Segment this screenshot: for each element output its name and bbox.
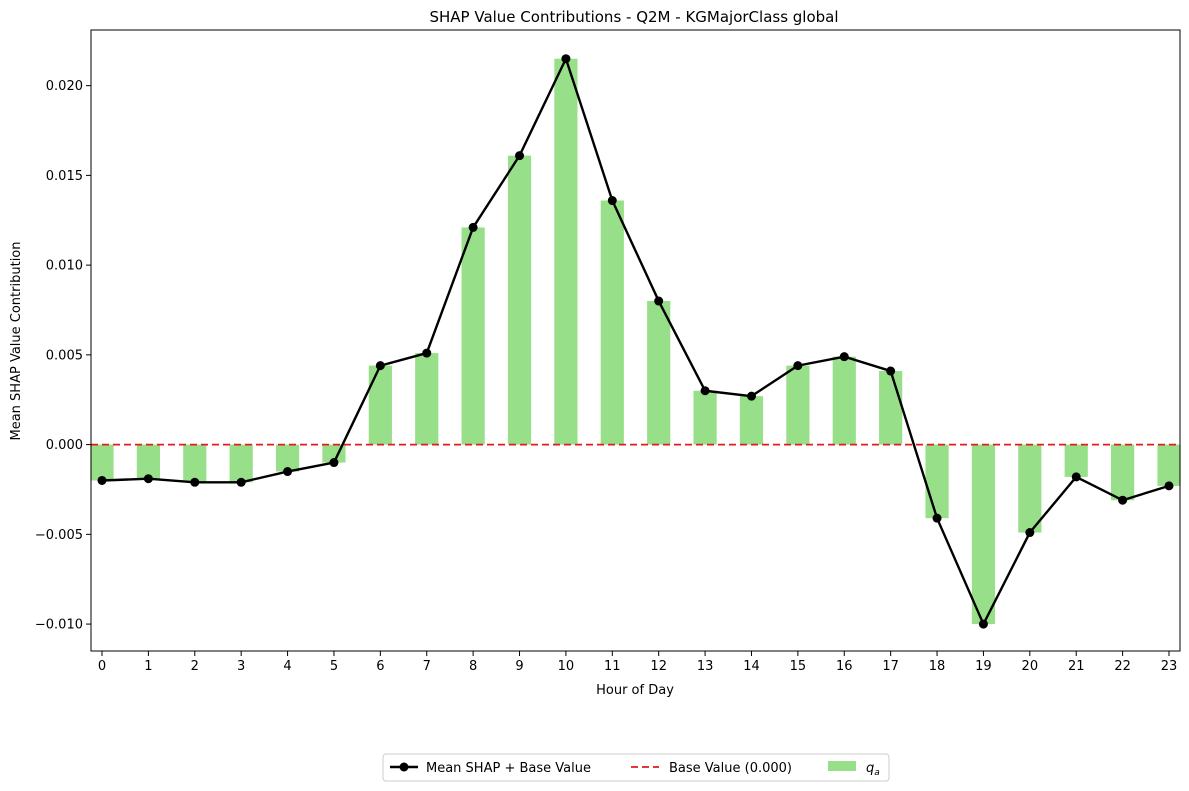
bar-hour-18	[925, 444, 949, 519]
bar-hour-2	[183, 444, 207, 483]
x-tick-label: 19	[975, 659, 992, 674]
legend-label-base-value: Base Value (0.000)	[669, 761, 792, 776]
line-point-hour-15	[793, 361, 803, 371]
line-point-hour-0	[97, 475, 107, 485]
line-point-hour-3	[236, 477, 246, 487]
x-tick-label: 0	[98, 659, 106, 674]
y-tick-label: 0.015	[46, 169, 83, 184]
y-tick-label: 0.020	[46, 79, 83, 94]
bar-hour-17	[879, 371, 903, 445]
bar-hour-19	[971, 444, 996, 625]
legend-bar-swatch	[828, 761, 856, 771]
bar-hour-4	[275, 444, 300, 472]
x-tick-label: 12	[650, 659, 667, 674]
x-tick-label: 16	[836, 659, 853, 674]
line-point-hour-8	[468, 222, 478, 232]
bar-hour-12	[647, 301, 671, 445]
line-point-hour-20	[1025, 528, 1035, 538]
x-tick-label: 14	[743, 659, 760, 674]
line-point-hour-13	[700, 386, 710, 396]
bar-hour-1	[136, 444, 160, 479]
x-tick-label: 7	[423, 659, 431, 674]
legend: Mean SHAP + Base Value Base Value (0.000…	[382, 753, 890, 782]
chart-title: SHAP Value Contributions - Q2M - KGMajor…	[429, 8, 838, 26]
line-point-hour-19	[978, 619, 988, 629]
bar-hour-11	[600, 200, 624, 445]
bars-group	[90, 58, 1181, 625]
y-axis-label: Mean SHAP Value Contribution	[9, 242, 24, 441]
line-point-hour-17	[886, 366, 896, 376]
line-point-hour-5	[329, 458, 339, 468]
x-tick-label: 17	[882, 659, 899, 674]
line-point-hour-6	[375, 361, 385, 371]
legend-marker-swatch	[399, 762, 409, 772]
x-tick-label: 2	[191, 659, 199, 674]
bar-hour-23	[1157, 444, 1181, 486]
y-tick-label: −0.010	[35, 618, 83, 633]
plot-frame	[90, 29, 1181, 652]
line-point-hour-4	[283, 467, 293, 477]
bar-hour-16	[832, 356, 856, 445]
bar-hour-0	[90, 444, 114, 481]
x-tick-label: 11	[604, 659, 621, 674]
line-point-hour-22	[1118, 495, 1128, 505]
line-point-hour-21	[1071, 472, 1081, 482]
x-tick-label: 22	[1114, 659, 1131, 674]
y-axis: −0.010 −0.005 0.000 0.005 0.010 0.015 0.020	[35, 79, 91, 633]
mean-shap-line-group	[97, 54, 1174, 629]
bar-hour-7	[415, 353, 439, 445]
line-point-hour-14	[746, 391, 756, 401]
line-point-hour-1	[143, 474, 153, 484]
bar-hour-20	[1018, 444, 1042, 533]
legend-label-qa: qa	[866, 761, 880, 778]
x-tick-label: 6	[376, 659, 384, 674]
x-tick-label: 3	[237, 659, 245, 674]
bar-hour-10	[554, 58, 578, 445]
x-tick-label: 23	[1161, 659, 1178, 674]
bar-hour-8	[461, 227, 485, 445]
x-tick-label: 8	[469, 659, 477, 674]
bar-hour-22	[1111, 444, 1135, 501]
x-axis: 0 1 2 3 4 5 6 7 8 9 10 11 12 13 14 15 16 17 18 19 20 21 22 23	[98, 651, 1177, 674]
line-point-hour-18	[932, 513, 942, 523]
bar-hour-15	[786, 365, 810, 445]
line-point-hour-2	[190, 477, 200, 487]
y-tick-label: 0.005	[46, 348, 83, 363]
x-tick-label: 1	[144, 659, 152, 674]
bar-hour-14	[739, 396, 764, 445]
x-tick-label: 5	[330, 659, 338, 674]
x-tick-label: 15	[790, 659, 807, 674]
y-tick-label: −0.005	[35, 528, 83, 543]
y-tick-label: 0.010	[46, 259, 83, 274]
x-tick-label: 20	[1022, 659, 1039, 674]
line-point-hour-11	[607, 196, 617, 206]
bar-hour-13	[693, 390, 717, 445]
x-tick-label: 4	[283, 659, 291, 674]
line-point-hour-7	[422, 348, 432, 358]
line-point-hour-16	[839, 352, 849, 362]
bar-hour-6	[368, 365, 392, 445]
x-tick-label: 21	[1068, 659, 1085, 674]
x-axis-label: Hour of Day	[596, 683, 674, 698]
x-tick-label: 9	[515, 659, 523, 674]
bar-hour-9	[507, 155, 532, 445]
x-tick-label: 13	[697, 659, 714, 674]
legend-label-qa-subscript: a	[874, 768, 880, 778]
y-tick-label: 0.000	[46, 438, 83, 453]
bar-hour-3	[229, 444, 253, 483]
legend-label-mean-shap: Mean SHAP + Base Value	[426, 761, 591, 776]
bar-hour-21	[1064, 444, 1088, 477]
line-point-hour-9	[515, 151, 525, 161]
line-point-hour-23	[1164, 481, 1174, 491]
x-tick-label: 10	[558, 659, 575, 674]
x-tick-label: 18	[929, 659, 946, 674]
line-point-hour-10	[561, 54, 571, 64]
mean-shap-line	[101, 57, 1170, 626]
line-point-hour-12	[654, 296, 664, 306]
legend-label-qa-base: q	[866, 761, 874, 776]
